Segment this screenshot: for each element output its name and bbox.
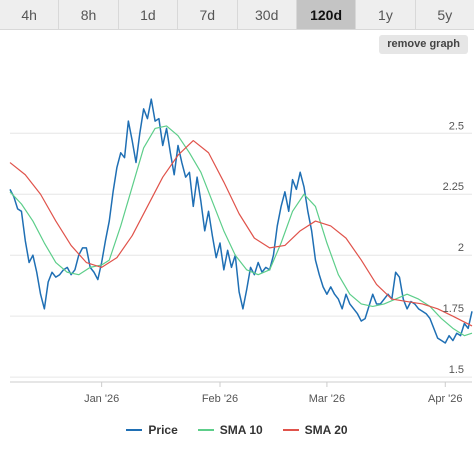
legend-swatch [282, 429, 299, 431]
tab-30d[interactable]: 30d [237, 0, 297, 30]
y-tick-label: 2.5 [449, 120, 464, 132]
tab-120d[interactable]: 120d [296, 0, 357, 30]
legend-item-price[interactable]: Price [126, 423, 178, 437]
legend-label: SMA 10 [219, 423, 263, 437]
tab-7d[interactable]: 7d [178, 0, 238, 30]
x-axis: Jan '26 Feb '26 Mar '26 Apr '26 [10, 381, 472, 405]
y-tick-label: 1.5 [449, 364, 464, 376]
tab-8h[interactable]: 8h [59, 0, 119, 30]
series-lines [9, 98, 473, 344]
tab-4h[interactable]: 4h [0, 0, 60, 30]
y-tick-label: 1.75 [443, 303, 464, 315]
series-line-price [9, 98, 473, 344]
remove-graph-button[interactable]: remove graph [379, 35, 468, 54]
legend-swatch [197, 429, 214, 431]
tab-5y[interactable]: 5y [415, 0, 474, 30]
legend-label: SMA 20 [304, 423, 348, 437]
price-chart: 1.5 1.75 2 2.25 2.5 Jan '26 Feb '26 Mar '26 Apr… [9, 98, 473, 405]
time-range-tabs: 4h 8h 1d 7d 30d 120d 1y 5y [0, 0, 474, 31]
legend-swatch [126, 429, 143, 431]
tab-1y[interactable]: 1y [356, 0, 416, 30]
tab-1d[interactable]: 1d [118, 0, 179, 30]
legend-item-sma-10[interactable]: SMA 10 [197, 423, 263, 437]
chart-legend: Price SMA 10 SMA 20 [0, 420, 474, 440]
legend-label: Price [148, 423, 178, 437]
x-tick-label: Jan '26 [84, 393, 119, 405]
y-tick-label: 2.25 [443, 181, 464, 193]
series-line-sma-10 [9, 125, 473, 337]
y-axis-labels: 1.5 1.75 2 2.25 2.5 [443, 120, 464, 376]
legend-item-sma-20[interactable]: SMA 20 [282, 423, 348, 437]
grid-lines [10, 132, 472, 378]
x-tick-label: Mar '26 [309, 393, 345, 405]
x-tick-label: Apr '26 [428, 393, 463, 405]
x-tick-label: Feb '26 [202, 393, 238, 405]
y-tick-label: 2 [458, 242, 464, 254]
series-line-sma-20 [9, 139, 473, 327]
